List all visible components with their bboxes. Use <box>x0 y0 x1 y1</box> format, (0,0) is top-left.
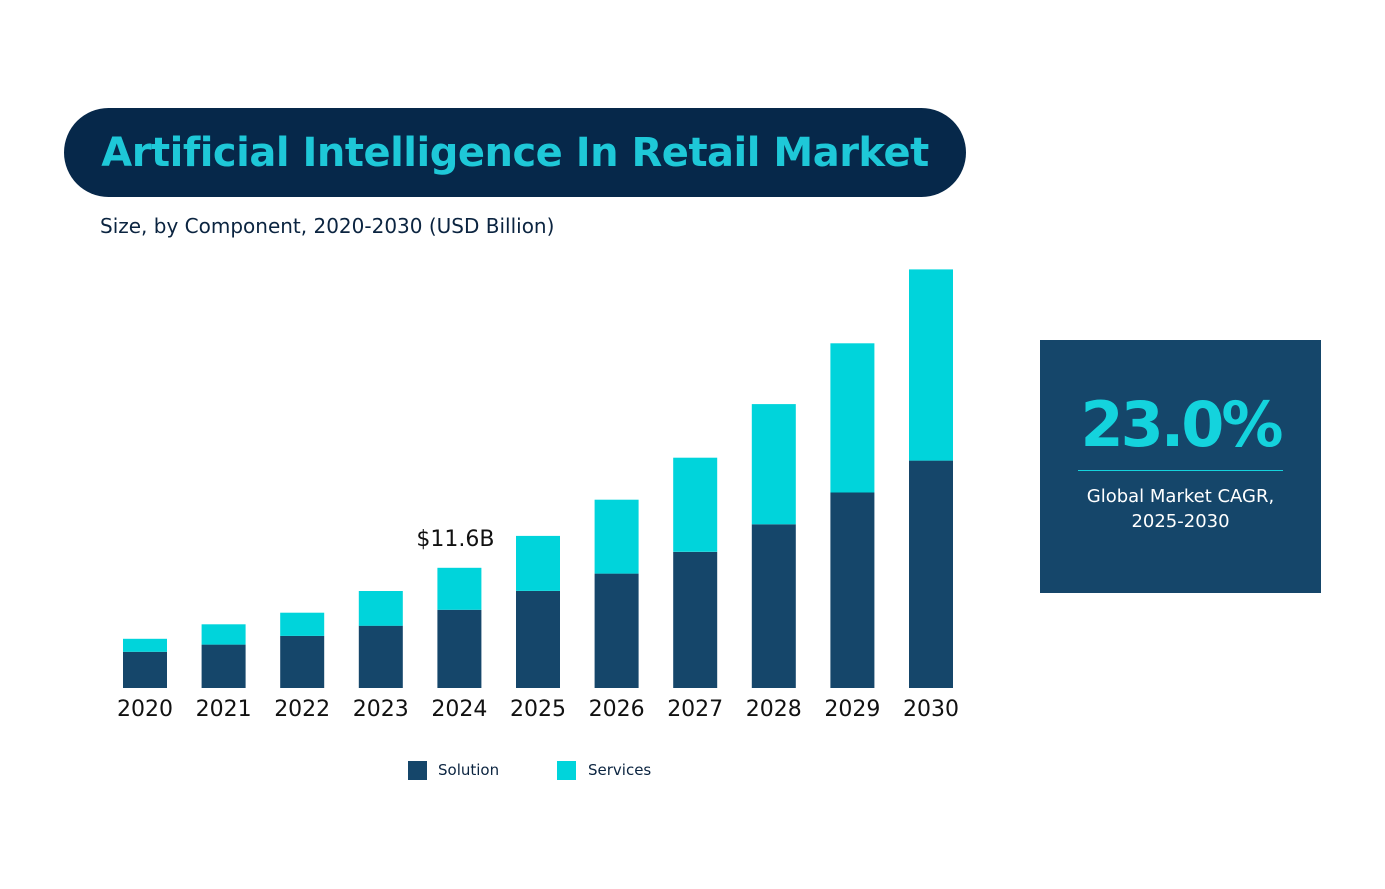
legend-label-services: Services <box>588 761 651 779</box>
bar-solution-2028 <box>751 524 796 688</box>
bar-solution-2024 <box>437 609 482 688</box>
x-tick-label-2027: 2027 <box>667 697 723 722</box>
bar-solution-2022 <box>280 635 325 688</box>
bar-solution-2021 <box>201 644 246 688</box>
bar-solution-2029 <box>830 492 875 688</box>
bar-services-2026 <box>594 499 639 574</box>
bar-services-2020 <box>123 638 167 652</box>
bar-services-2030 <box>909 269 953 461</box>
x-tick-label-2029: 2029 <box>824 697 880 722</box>
cagr-label-line2: 2025-2030 <box>1131 511 1230 532</box>
cagr-panel <box>1040 340 1321 593</box>
bar-services-2023 <box>358 591 403 626</box>
bar-services-2024 <box>437 567 482 610</box>
x-tick-label-2023: 2023 <box>353 697 409 722</box>
chart-title: Artificial Intelligence In Retail Market <box>101 129 929 176</box>
bar-solution-2020 <box>123 651 167 688</box>
bar-solution-2025 <box>516 591 560 688</box>
x-tick-label-2020: 2020 <box>117 697 173 722</box>
bar-solution-2027 <box>673 551 718 688</box>
chart-subtitle: Size, by Component, 2020-2030 (USD Billi… <box>100 214 555 238</box>
cagr-label: Global Market CAGR, 2025-2030 <box>1040 484 1321 534</box>
bar-solution-2026 <box>594 573 639 688</box>
x-tick-label-2030: 2030 <box>903 697 959 722</box>
legend-swatch-services <box>557 761 576 780</box>
bar-services-2029 <box>830 343 875 493</box>
cagr-divider <box>1078 470 1283 471</box>
bar-services-2025 <box>516 535 560 591</box>
title-banner: Artificial Intelligence In Retail Market <box>64 108 966 197</box>
bar-services-2022 <box>280 612 325 636</box>
bar-solution-2030 <box>909 460 953 688</box>
cagr-value: 23.0% <box>1080 388 1283 461</box>
x-tick-label-2025: 2025 <box>510 697 566 722</box>
bar-services-2028 <box>751 404 796 525</box>
bar-services-2021 <box>201 624 246 645</box>
bar-services-2027 <box>673 457 718 552</box>
cagr-label-line1: Global Market CAGR, <box>1086 486 1275 507</box>
bar-solution-2023 <box>358 625 403 688</box>
x-tick-label-2024: 2024 <box>431 697 487 722</box>
x-tick-label-2022: 2022 <box>274 697 330 722</box>
legend-swatch-solution <box>408 761 427 780</box>
data-label-2024: $11.6B <box>416 527 494 552</box>
x-tick-label-2028: 2028 <box>746 697 802 722</box>
x-tick-label-2021: 2021 <box>196 697 252 722</box>
x-tick-label-2026: 2026 <box>589 697 645 722</box>
legend-label-solution: Solution <box>438 761 499 779</box>
